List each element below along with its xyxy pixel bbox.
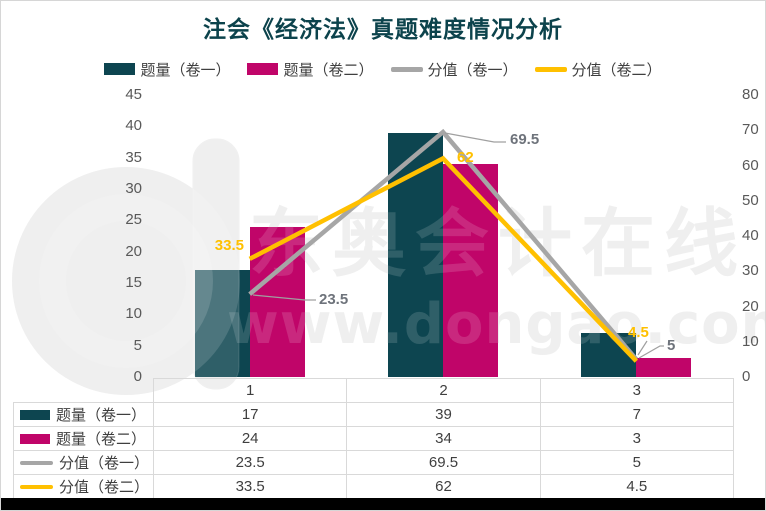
table-swatch-line-icon — [20, 460, 53, 465]
point-label-33.5: 33.5 — [215, 237, 244, 254]
watermark-url-text: www.dongao.com — [227, 292, 766, 357]
series-name: 题量（卷一） — [56, 407, 147, 424]
legend-swatch-line-icon — [534, 66, 567, 72]
table-row-题量（卷二）: 题量（卷二） 24 34 3 — [13, 426, 734, 451]
bar-题量（卷二）-cat2 — [443, 163, 498, 377]
legend-item-题量（卷一）: 题量（卷一） — [104, 59, 230, 80]
point-label-62: 62 — [457, 149, 474, 166]
legend-swatch-bar-icon — [104, 63, 136, 75]
table-value-分值（卷一）-cat2: 69.5 — [346, 450, 541, 475]
left-axis-tick-35: 35 — [125, 148, 142, 166]
right-axis-tick-80: 80 — [742, 86, 759, 103]
table-value-分值（卷二）-cat2: 62 — [346, 474, 541, 499]
legend-item-分值（卷二）: 分值（卷二） — [534, 59, 662, 80]
legend-label: 分值（卷二） — [571, 61, 662, 79]
right-axis-tick-10: 10 — [742, 332, 759, 350]
legend-item-题量（卷二）: 题量（卷二） — [247, 59, 374, 80]
table-value-分值（卷一）-cat1: 23.5 — [152, 450, 348, 475]
table-value-题量（卷二）-cat1: 24 — [152, 426, 348, 451]
left-axis-tick-30: 30 — [125, 180, 142, 197]
table-label-cell: 题量（卷一） — [13, 402, 154, 427]
category-header-3: 3 — [539, 378, 734, 403]
legend-swatch-bar-icon — [247, 63, 279, 75]
bar-题量（卷一）-cat1 — [194, 270, 250, 377]
bar-题量（卷二）-cat1 — [249, 226, 305, 377]
table-row-分值（卷二）: 分值（卷二） 33.5 62 4.5 — [13, 474, 734, 499]
table-label-cell: 分值（卷一） — [13, 450, 154, 475]
legend-swatch-line-icon — [390, 66, 423, 72]
right-axis-tick-50: 50 — [742, 191, 759, 209]
left-axis-tick-15: 15 — [125, 274, 142, 291]
table-swatch-bar-icon — [20, 433, 50, 444]
table-row-label: 分值（卷二） — [14, 476, 153, 497]
series-name: 分值（卷二） — [59, 479, 150, 496]
table-value-题量（卷二）-cat3: 3 — [539, 426, 734, 451]
table-label-cell: 题量（卷二） — [13, 426, 154, 451]
right-axis-tick-30: 30 — [742, 262, 759, 280]
point-label-5: 5 — [667, 337, 675, 354]
table-value-分值（卷二）-cat3: 4.5 — [539, 474, 734, 499]
right-axis-tick-40: 40 — [742, 227, 759, 244]
leader-line-23.5 — [252, 294, 316, 301]
leader-line-5 — [638, 345, 664, 359]
category-header-2: 2 — [346, 378, 541, 403]
point-label-69.5: 69.5 — [510, 131, 539, 148]
bar-题量（卷一）-cat2 — [388, 132, 443, 377]
point-label-23.5: 23.5 — [319, 291, 348, 308]
watermark-brand-text-overlay: 东奥会计在线 — [249, 201, 747, 287]
table-row-label: 分值（卷一） — [14, 452, 153, 473]
table-value-题量（卷二）-cat2: 34 — [346, 426, 541, 451]
series-name: 题量（卷二） — [56, 431, 147, 448]
table-row-题量（卷一）: 题量（卷一） 17 39 7 — [13, 402, 734, 427]
series-name: 分值（卷一） — [59, 455, 150, 472]
table-label-cell: 分值（卷二） — [13, 474, 154, 499]
legend-label: 分值（卷一） — [427, 61, 518, 79]
table-row-label: 题量（卷一） — [14, 404, 153, 425]
table-value-分值（卷二）-cat1: 33.5 — [152, 474, 348, 499]
bar-题量（卷二）-cat3 — [636, 358, 692, 377]
right-axis-tick-0: 0 — [742, 368, 751, 385]
bar-题量（卷一）-cat3 — [581, 333, 637, 377]
leader-line-69.5 — [444, 132, 506, 143]
table-value-题量（卷一）-cat2: 39 — [346, 402, 541, 427]
line-分值（卷二） — [248, 155, 638, 363]
table-swatch-line-icon — [20, 484, 53, 489]
table-swatch-bar-icon — [20, 409, 50, 420]
watermark-brand-text: 东奥会计在线 — [249, 201, 747, 287]
category-header-1: 1 — [152, 378, 348, 403]
table-row-label: 题量（卷二） — [14, 428, 153, 449]
left-axis-tick-20: 20 — [125, 242, 142, 260]
table-row-分值（卷一）: 分值（卷一） 23.5 69.5 5 — [13, 450, 734, 475]
line-分值（卷一） — [248, 128, 639, 361]
legend-label: 题量（卷一） — [140, 61, 231, 79]
table-corner-cell — [14, 379, 154, 403]
table-value-题量（卷一）-cat1: 17 — [152, 402, 348, 427]
table-value-题量（卷一）-cat3: 7 — [539, 402, 734, 427]
left-axis-tick-25: 25 — [125, 211, 142, 229]
right-axis-tick-20: 20 — [742, 297, 759, 315]
left-axis-tick-40: 40 — [125, 117, 142, 135]
legend-label: 题量（卷二） — [283, 61, 374, 79]
left-axis-tick-10: 10 — [125, 305, 142, 323]
left-axis-tick-45: 45 — [125, 86, 142, 103]
data-table: 1 2 3 题量（卷一） 17 39 7 题量（卷二） 24 34 3 分值（卷一） 23.5 69.5 5… — [13, 378, 734, 499]
legend-item-分值（卷一）: 分值（卷一） — [390, 59, 518, 80]
legend: 题量（卷一） 题量（卷二） 分值（卷一） 分值（卷二） — [1, 58, 765, 80]
right-axis-tick-60: 60 — [742, 156, 759, 174]
point-label-4.5: 4.5 — [628, 324, 649, 341]
left-axis-tick-5: 5 — [133, 336, 142, 354]
leader-line-4.5 — [637, 340, 648, 356]
chart-title: 注会《经济法》真题难度情况分析 — [203, 16, 563, 42]
right-axis-tick-70: 70 — [742, 121, 759, 139]
watermark-url-text-overlay: www.dongao.com — [227, 292, 766, 357]
table-value-分值（卷一）-cat3: 5 — [539, 450, 734, 475]
bottom-black-bar — [1, 498, 765, 510]
